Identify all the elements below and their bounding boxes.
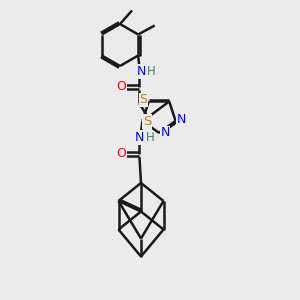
Text: H: H [146, 131, 154, 145]
Text: N: N [135, 131, 144, 144]
Text: N: N [136, 65, 146, 78]
Text: N: N [177, 113, 186, 126]
Text: H: H [147, 65, 156, 78]
Text: S: S [140, 93, 147, 106]
Text: O: O [116, 80, 126, 94]
Text: S: S [143, 115, 151, 128]
Text: N: N [160, 126, 170, 140]
Text: O: O [116, 147, 126, 161]
